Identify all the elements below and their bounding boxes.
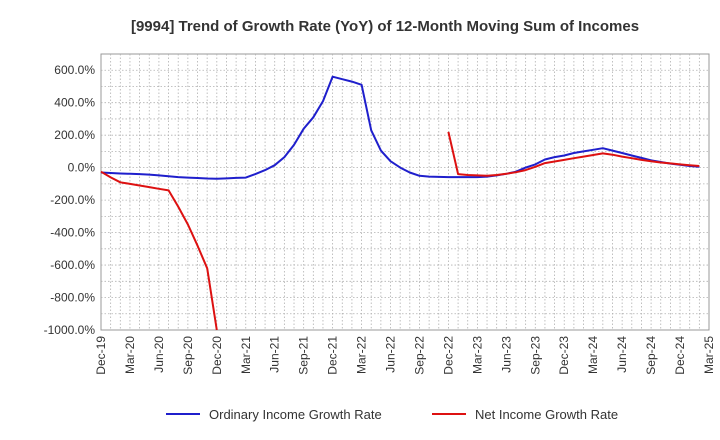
x-tick-label: Dec-19 xyxy=(94,336,108,375)
x-tick-label: Jun-20 xyxy=(152,336,166,373)
x-tick-label: Sep-22 xyxy=(412,336,426,375)
grid xyxy=(101,54,709,330)
series-line-2 xyxy=(447,131,700,177)
x-axis: Dec-19 Mar-20 Jun-20 Sep-20 Dec-20 Mar-21 Jun-… xyxy=(94,336,716,375)
series-line-1 xyxy=(100,75,700,180)
y-tick-label: 400.0% xyxy=(54,96,95,110)
x-tick-label: Mar-23 xyxy=(470,336,484,374)
x-tick-label: Dec-23 xyxy=(557,336,571,375)
x-tick-label: Mar-20 xyxy=(123,336,137,374)
x-tick-label: Dec-24 xyxy=(673,336,687,375)
y-tick-label: -800.0% xyxy=(50,291,95,305)
legend-label-2: Net Income Growth Rate xyxy=(475,407,618,422)
series-group xyxy=(100,75,700,331)
y-tick-label: 0.0% xyxy=(68,161,96,175)
x-tick-label: Mar-21 xyxy=(239,336,253,374)
plot-area xyxy=(100,53,710,331)
x-tick-label: Mar-25 xyxy=(702,336,716,374)
x-tick-label: Jun-22 xyxy=(384,336,398,373)
x-tick-label: Dec-22 xyxy=(441,336,455,375)
y-tick-label: 600.0% xyxy=(54,63,95,77)
y-tick-label: 200.0% xyxy=(54,128,95,142)
x-tick-label: Jun-23 xyxy=(499,336,513,373)
chart-title: [9994] Trend of Growth Rate (YoY) of 12-… xyxy=(131,18,639,35)
series-line-2 xyxy=(100,170,218,331)
x-tick-label: Dec-20 xyxy=(210,336,224,375)
x-tick-label: Sep-23 xyxy=(528,336,542,375)
x-tick-label: Dec-21 xyxy=(326,336,340,375)
x-tick-label: Sep-21 xyxy=(297,336,311,375)
y-tick-label: -200.0% xyxy=(50,193,95,207)
x-tick-label: Mar-24 xyxy=(586,336,600,374)
y-tick-label: -1000.0% xyxy=(44,323,96,337)
y-axis: 600.0% 400.0% 200.0% 0.0% -200.0% -400.0% -600… xyxy=(44,63,96,337)
legend-label-1: Ordinary Income Growth Rate xyxy=(209,407,382,422)
x-tick-label: Jun-24 xyxy=(615,336,629,373)
x-tick-label: Jun-21 xyxy=(268,336,282,373)
x-tick-label: Sep-24 xyxy=(644,336,658,375)
x-tick-label: Sep-20 xyxy=(181,336,195,375)
y-tick-label: -400.0% xyxy=(50,226,95,240)
y-tick-label: -600.0% xyxy=(50,258,95,272)
x-tick-label: Mar-22 xyxy=(355,336,369,374)
legend: Ordinary Income Growth Rate Net Income Gr… xyxy=(166,407,618,422)
